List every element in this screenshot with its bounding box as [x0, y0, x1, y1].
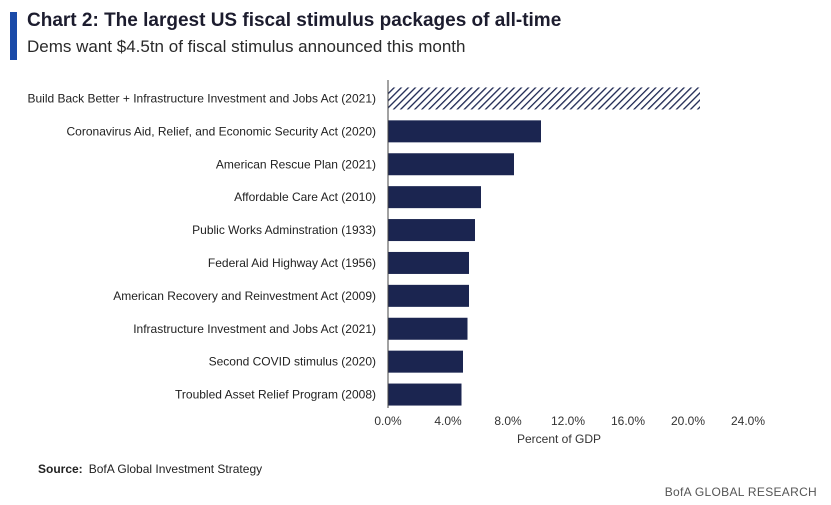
bar	[388, 153, 514, 176]
x-tick-label: 24.0%	[731, 414, 765, 428]
source-text: BofA Global Investment Strategy	[88, 462, 263, 476]
x-tick-label: 12.0%	[551, 414, 585, 428]
category-label: Build Back Better + Infrastructure Inves…	[27, 91, 376, 105]
x-tick-label: 4.0%	[434, 414, 462, 428]
x-tick-label: 16.0%	[611, 414, 645, 428]
bar	[388, 186, 481, 209]
source-note: Source: BofA Global Investment Strategy	[38, 462, 262, 476]
bar	[388, 219, 475, 242]
bar	[388, 120, 541, 143]
source-label: Source:	[38, 462, 83, 476]
brand-footer: BofA GLOBAL RESEARCH	[664, 485, 817, 499]
category-label: Infrastructure Investment and Jobs Act (…	[133, 322, 376, 336]
category-label: Public Works Adminstration (1933)	[192, 223, 376, 237]
bar-hatched	[388, 87, 700, 110]
x-ticks-group: 0.0% 4.0% 8.0% 12.0% 16.0% 20.0% 24.0%	[374, 414, 765, 428]
category-label: Affordable Care Act (2010)	[234, 190, 376, 204]
bar	[388, 251, 469, 274]
chart-title: Chart 2: The largest US fiscal stimulus …	[27, 10, 562, 31]
category-label: Federal Aid Highway Act (1956)	[208, 256, 376, 270]
x-tick-label: 20.0%	[671, 414, 705, 428]
bar	[388, 350, 463, 373]
x-tick-label: 8.0%	[494, 414, 522, 428]
bar	[388, 317, 468, 340]
x-tick-label: 0.0%	[374, 414, 402, 428]
chart-subtitle: Dems want $4.5tn of fiscal stimulus anno…	[27, 37, 466, 56]
category-label: Second COVID stimulus (2020)	[209, 355, 376, 369]
bar	[388, 383, 462, 406]
category-label: Troubled Asset Relief Program (2008)	[175, 388, 376, 402]
title-accent-bar	[10, 12, 17, 60]
category-label: American Rescue Plan (2021)	[216, 157, 376, 171]
category-label: Coronavirus Aid, Relief, and Economic Se…	[67, 124, 376, 138]
category-label: American Recovery and Reinvestment Act (…	[113, 289, 376, 303]
x-axis-label: Percent of GDP	[517, 432, 601, 446]
bars-group: Build Back Better + Infrastructure Inves…	[27, 87, 700, 406]
bar	[388, 284, 469, 307]
